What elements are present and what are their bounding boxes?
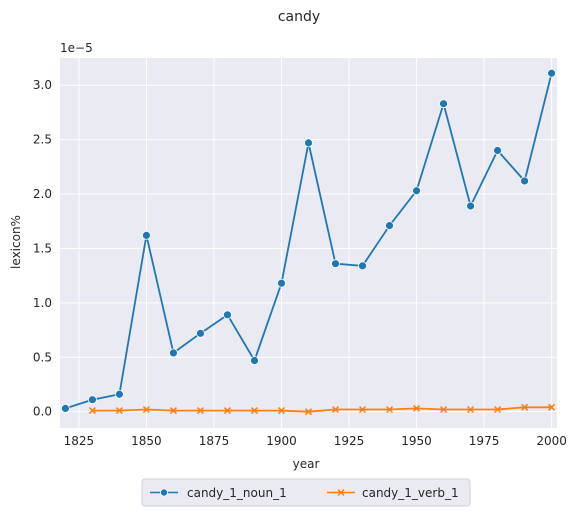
x-tick-label: 1900 (266, 434, 297, 448)
y-axis-label: lexicon% (9, 215, 23, 269)
y-tick-label: 0.5 (33, 350, 52, 364)
data-point (88, 407, 96, 415)
data-point (520, 176, 529, 186)
data-point (169, 407, 177, 415)
data-point (331, 259, 340, 269)
data-point (493, 146, 502, 155)
data-point (250, 356, 259, 365)
x-tick-label: 1950 (401, 434, 432, 448)
legend-label-noun: candy_1_noun_1 (187, 486, 287, 500)
x-tick-label: 1975 (469, 434, 500, 448)
data-point (142, 405, 150, 414)
data-point (304, 408, 313, 416)
x-tick-label: 1850 (131, 434, 162, 448)
data-point (88, 395, 97, 405)
legend-marker-verb (337, 488, 345, 497)
data-point (277, 407, 286, 415)
data-point (440, 405, 448, 414)
data-point (277, 278, 286, 288)
chart-title: candy (278, 9, 320, 25)
series-line-1 (92, 406, 552, 413)
x-tick-label: 1875 (199, 434, 230, 448)
y-tick-label: 1.5 (33, 241, 52, 255)
data-point (304, 138, 313, 148)
x-tick-label: 1825 (64, 434, 95, 448)
data-point (250, 407, 259, 415)
data-point (358, 261, 367, 271)
data-point (115, 389, 124, 399)
legend-marker-noun (159, 488, 168, 497)
data-point (548, 403, 556, 411)
data-point (467, 405, 475, 414)
y-tick-label: 1.0 (33, 296, 52, 310)
data-point (521, 403, 529, 411)
data-point (331, 405, 340, 414)
data-point (413, 404, 421, 412)
data-point (385, 221, 394, 230)
legend: candy_1_noun_1 candy_1_verb_1 (141, 478, 471, 507)
data-point (223, 407, 231, 415)
x-tick-label: 1925 (334, 434, 365, 448)
data-point (494, 405, 502, 414)
data-point (61, 404, 70, 413)
data-point (223, 310, 232, 320)
series-layer (61, 68, 556, 416)
x-axis-label: year (293, 457, 320, 471)
y-offset-label: 1e−5 (60, 41, 93, 55)
x-axis-ticks: 1825 1850 1875 1900 1925 1950 1975 2000 (64, 434, 567, 448)
data-point (358, 405, 367, 414)
legend-label-verb: candy_1_verb_1 (362, 486, 459, 500)
x-tick-label: 2000 (536, 434, 567, 448)
y-tick-label: 2.0 (33, 187, 52, 201)
y-tick-label: 0.0 (33, 405, 52, 419)
data-point (169, 348, 178, 358)
data-point (439, 99, 448, 109)
data-point (412, 186, 421, 196)
data-point (196, 328, 205, 338)
y-tick-label: 3.0 (33, 78, 52, 92)
data-point (196, 407, 204, 415)
data-point (386, 405, 394, 414)
y-tick-label: 2.5 (33, 133, 52, 147)
y-axis-ticks: 0.0 0.5 1.0 1.5 2.0 2.5 3.0 (33, 78, 52, 418)
data-point (115, 407, 123, 415)
data-point (466, 201, 475, 211)
plot-area (60, 58, 557, 428)
data-point (547, 68, 556, 78)
data-point (142, 230, 151, 240)
legend-frame (141, 478, 471, 507)
